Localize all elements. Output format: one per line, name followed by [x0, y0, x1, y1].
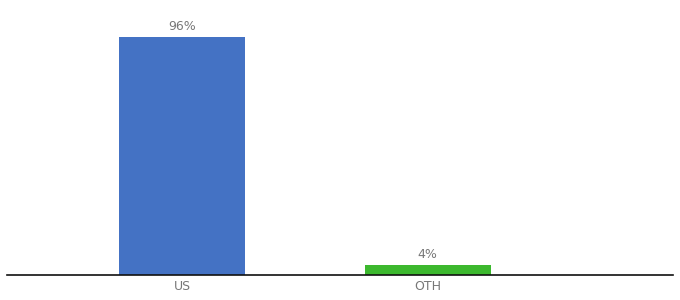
Text: 96%: 96%	[169, 20, 196, 33]
Bar	[364, 265, 491, 275]
Bar	[119, 37, 245, 274]
Text: 4%: 4%	[418, 248, 438, 261]
